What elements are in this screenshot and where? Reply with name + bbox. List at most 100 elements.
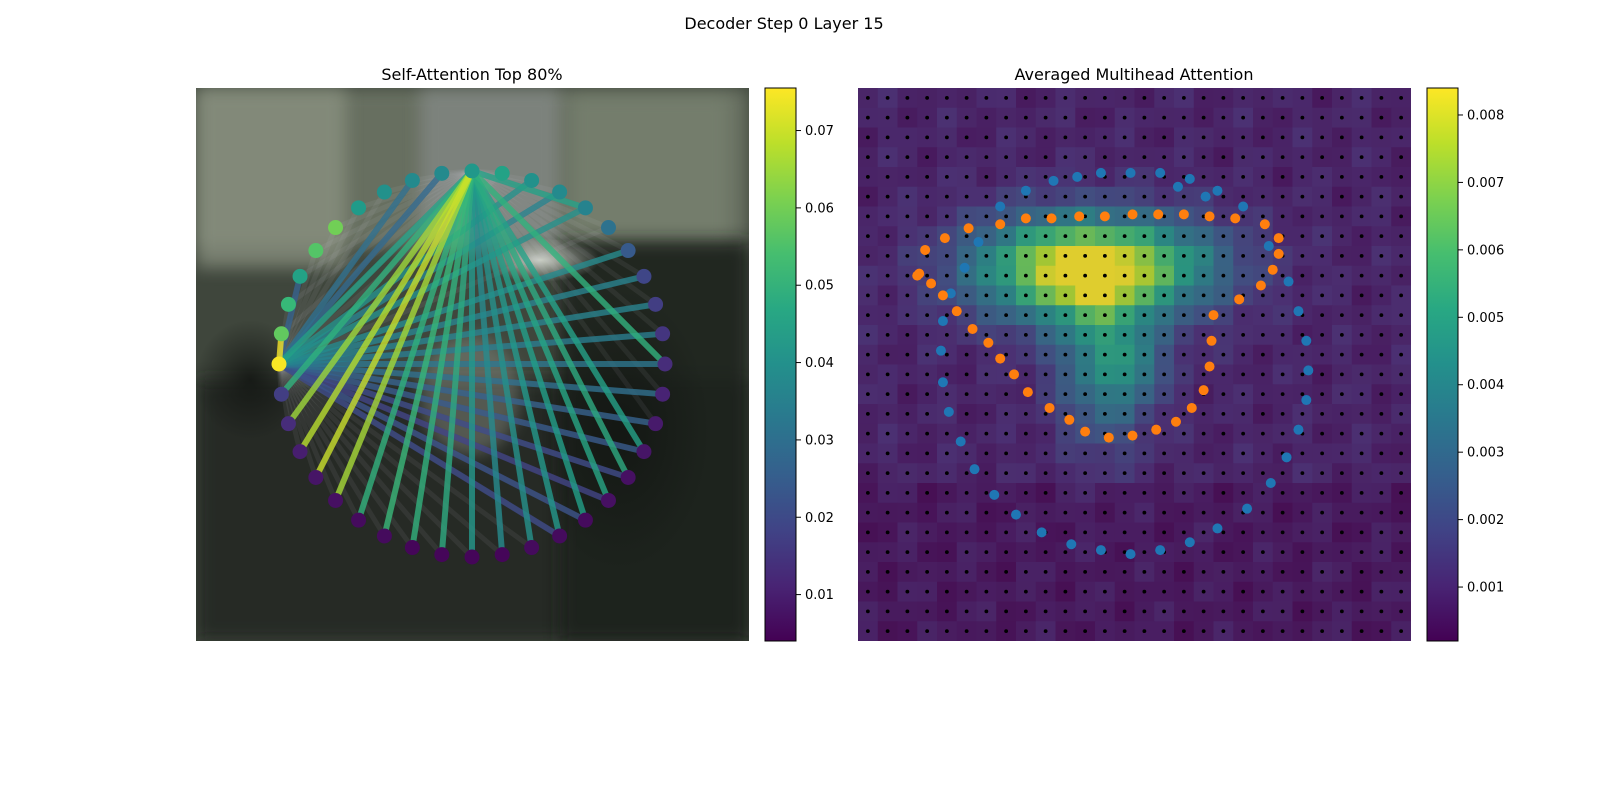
grid-point bbox=[865, 135, 870, 140]
grid-point bbox=[1399, 332, 1404, 337]
grid-point bbox=[905, 530, 910, 535]
grid-point bbox=[1142, 273, 1147, 278]
grid-point bbox=[865, 372, 870, 377]
grid-point bbox=[1102, 155, 1107, 160]
grid-point bbox=[1320, 174, 1325, 179]
attention-node bbox=[636, 444, 652, 460]
grid-point bbox=[1083, 313, 1088, 318]
grid-point bbox=[1201, 95, 1206, 100]
grid-point bbox=[1339, 629, 1344, 634]
grid-point bbox=[1043, 253, 1048, 258]
grid-point bbox=[1399, 194, 1404, 199]
grid-point bbox=[1201, 293, 1206, 298]
grid-point bbox=[1260, 569, 1265, 574]
grid-point bbox=[1122, 629, 1127, 634]
grid-point bbox=[1162, 629, 1167, 634]
grid-point bbox=[1004, 569, 1009, 574]
grid-point bbox=[984, 609, 989, 614]
grid-point bbox=[984, 589, 989, 594]
grid-point bbox=[1359, 174, 1364, 179]
grid-point bbox=[865, 530, 870, 535]
grid-point bbox=[1023, 510, 1028, 515]
grid-point bbox=[984, 530, 989, 535]
grid-point bbox=[1063, 550, 1068, 555]
grid-point bbox=[1102, 411, 1107, 416]
grid-point bbox=[865, 293, 870, 298]
grid-point bbox=[1201, 589, 1206, 594]
grid-point bbox=[984, 253, 989, 258]
grid-point bbox=[1083, 569, 1088, 574]
grid-point bbox=[1359, 313, 1364, 318]
orange-point bbox=[1151, 424, 1162, 435]
grid-point bbox=[984, 352, 989, 357]
grid-point bbox=[1043, 510, 1048, 515]
grid-point bbox=[1399, 174, 1404, 179]
grid-point bbox=[1221, 510, 1226, 515]
blue-point bbox=[1036, 527, 1047, 538]
grid-point bbox=[1142, 372, 1147, 377]
grid-point bbox=[944, 609, 949, 614]
grid-point bbox=[1399, 214, 1404, 219]
orange-point bbox=[1255, 280, 1266, 291]
multihead-colorbar: 0.001 0.002 0.003 0.004 0.005 0.006 0.007 0.008 bbox=[1426, 87, 1504, 642]
grid-point bbox=[1201, 332, 1206, 337]
colorbar-tick-label: 0.008 bbox=[1467, 108, 1504, 123]
grid-point bbox=[1280, 313, 1285, 318]
grid-point bbox=[865, 352, 870, 357]
grid-point bbox=[1359, 372, 1364, 377]
attention-edge bbox=[469, 168, 589, 524]
grid-point bbox=[1221, 293, 1226, 298]
grid-point bbox=[865, 629, 870, 634]
grid-point bbox=[1399, 530, 1404, 535]
image-overlay bbox=[858, 88, 1411, 641]
grid-point bbox=[1221, 569, 1226, 574]
attention-node bbox=[552, 184, 568, 200]
grid-point bbox=[885, 214, 890, 219]
grid-point bbox=[1379, 115, 1384, 120]
attention-node bbox=[620, 469, 636, 485]
grid-point bbox=[1004, 451, 1009, 456]
grid-point bbox=[1083, 293, 1088, 298]
grid-point bbox=[1280, 273, 1285, 278]
grid-point bbox=[885, 451, 890, 456]
grid-point bbox=[1142, 589, 1147, 594]
grid-point bbox=[1221, 490, 1226, 495]
grid-point bbox=[905, 589, 910, 594]
grid-point bbox=[1102, 95, 1107, 100]
grid-point bbox=[1399, 392, 1404, 397]
grid-point bbox=[964, 115, 969, 120]
attention-edge bbox=[276, 177, 416, 367]
grid-point bbox=[1300, 115, 1305, 120]
grid-point bbox=[1339, 194, 1344, 199]
grid-point bbox=[1142, 115, 1147, 120]
grid-point bbox=[1043, 609, 1048, 614]
grid-point bbox=[1241, 234, 1246, 239]
grid-point bbox=[1260, 451, 1265, 456]
grid-point bbox=[1280, 293, 1285, 298]
grid-point bbox=[1063, 490, 1068, 495]
grid-point bbox=[1320, 135, 1325, 140]
grid-point bbox=[1379, 431, 1384, 436]
grid-point bbox=[1280, 372, 1285, 377]
orange-point bbox=[1022, 387, 1033, 398]
grid-point bbox=[1320, 490, 1325, 495]
grid-point bbox=[1043, 490, 1048, 495]
grid-point bbox=[1201, 471, 1206, 476]
grid-point bbox=[905, 174, 910, 179]
attention-edge bbox=[469, 168, 647, 455]
grid-point bbox=[1181, 352, 1186, 357]
grid-point bbox=[1023, 273, 1028, 278]
grid-point bbox=[1359, 194, 1364, 199]
grid-point bbox=[1399, 629, 1404, 634]
grid-point bbox=[984, 174, 989, 179]
grid-point bbox=[1023, 293, 1028, 298]
grid-point bbox=[1181, 372, 1186, 377]
grid-point bbox=[1181, 293, 1186, 298]
grid-point bbox=[1320, 569, 1325, 574]
grid-point bbox=[1201, 372, 1206, 377]
colorbar-tick-label: 0.003 bbox=[1467, 446, 1504, 461]
attention-node bbox=[600, 220, 616, 236]
grid-point bbox=[1142, 174, 1147, 179]
grid-point bbox=[984, 95, 989, 100]
grid-point bbox=[905, 451, 910, 456]
